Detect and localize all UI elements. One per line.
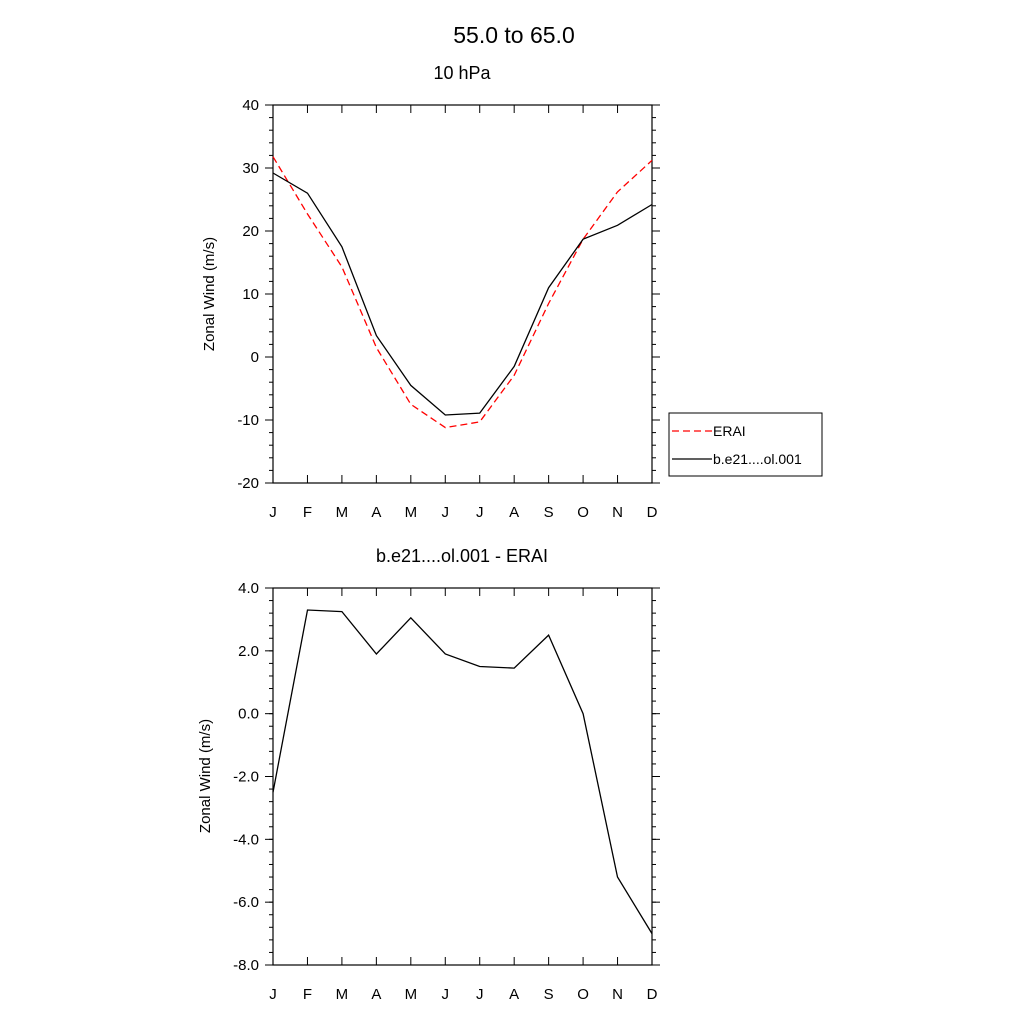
x-tick-label-9: O — [577, 986, 589, 1003]
y-tick-label-0: -20 — [237, 475, 259, 492]
x-tick-label-2: M — [336, 986, 349, 1003]
legend-label-model: b.e21....ol.001 — [713, 451, 802, 467]
plot-frame-1 — [272, 587, 653, 966]
x-tick-label-3: A — [371, 504, 381, 521]
legend: ERAI b.e21....ol.001 — [668, 412, 823, 477]
x-tick-label-1: F — [303, 504, 312, 521]
y-tick-label-5: 30 — [242, 160, 259, 177]
series-line-0-1 — [272, 172, 653, 416]
x-tick-label-7: A — [509, 504, 519, 521]
top-panel-title: 10 hPa — [433, 63, 491, 83]
x-tick-label-2: M — [336, 504, 349, 521]
y-tick-label-2: -4.0 — [233, 831, 259, 848]
y-tick-label-0: -8.0 — [233, 957, 259, 974]
x-tick-label-0: J — [269, 504, 277, 521]
series-line-0-0 — [272, 156, 653, 429]
y-tick-label-1: -10 — [237, 412, 259, 429]
x-tick-label-1: F — [303, 986, 312, 1003]
y-tick-label-4: 20 — [242, 223, 259, 240]
top-panel: 10 hPa Zonal Wind (m/s) J F M A M J J A S O N D -20 -… — [201, 63, 660, 521]
x-tick-label-8: S — [544, 986, 554, 1003]
x-tick-label-5: J — [442, 986, 450, 1003]
x-tick-label-11: D — [647, 504, 658, 521]
x-tick-label-4: M — [405, 986, 418, 1003]
x-tick-label-10: N — [612, 986, 623, 1003]
x-tick-label-6: J — [476, 504, 484, 521]
y-tick-label-6: 4.0 — [238, 580, 259, 597]
x-tick-label-3: A — [371, 986, 381, 1003]
bottom-panel: b.e21....ol.001 - ERAI Zonal Wind (m/s) … — [197, 546, 660, 1003]
x-tick-label-7: A — [509, 986, 519, 1003]
y-tick-label-5: 2.0 — [238, 643, 259, 660]
x-tick-label-6: J — [476, 986, 484, 1003]
x-tick-label-8: S — [544, 504, 554, 521]
y-tick-label-1: -6.0 — [233, 894, 259, 911]
y-tick-label-4: 0.0 — [238, 706, 259, 723]
figure-title: 55.0 to 65.0 — [453, 22, 575, 48]
x-tick-label-10: N — [612, 504, 623, 521]
y-tick-label-2: 0 — [251, 349, 259, 366]
y-tick-label-3: -2.0 — [233, 769, 259, 786]
legend-box — [668, 412, 823, 477]
series-line-1-0 — [272, 609, 653, 934]
legend-label-erai: ERAI — [713, 423, 746, 439]
x-tick-label-0: J — [269, 986, 277, 1003]
x-tick-label-11: D — [647, 986, 658, 1003]
top-panel-ylabel: Zonal Wind (m/s) — [201, 237, 218, 351]
bottom-panel-title: b.e21....ol.001 - ERAI — [376, 546, 548, 566]
y-tick-label-6: 40 — [242, 97, 259, 114]
x-tick-label-9: O — [577, 504, 589, 521]
bottom-panel-ylabel: Zonal Wind (m/s) — [197, 719, 214, 833]
plot-frame-0 — [272, 104, 653, 484]
y-tick-label-3: 10 — [242, 286, 259, 303]
x-tick-label-5: J — [442, 504, 450, 521]
x-tick-label-4: M — [405, 504, 418, 521]
